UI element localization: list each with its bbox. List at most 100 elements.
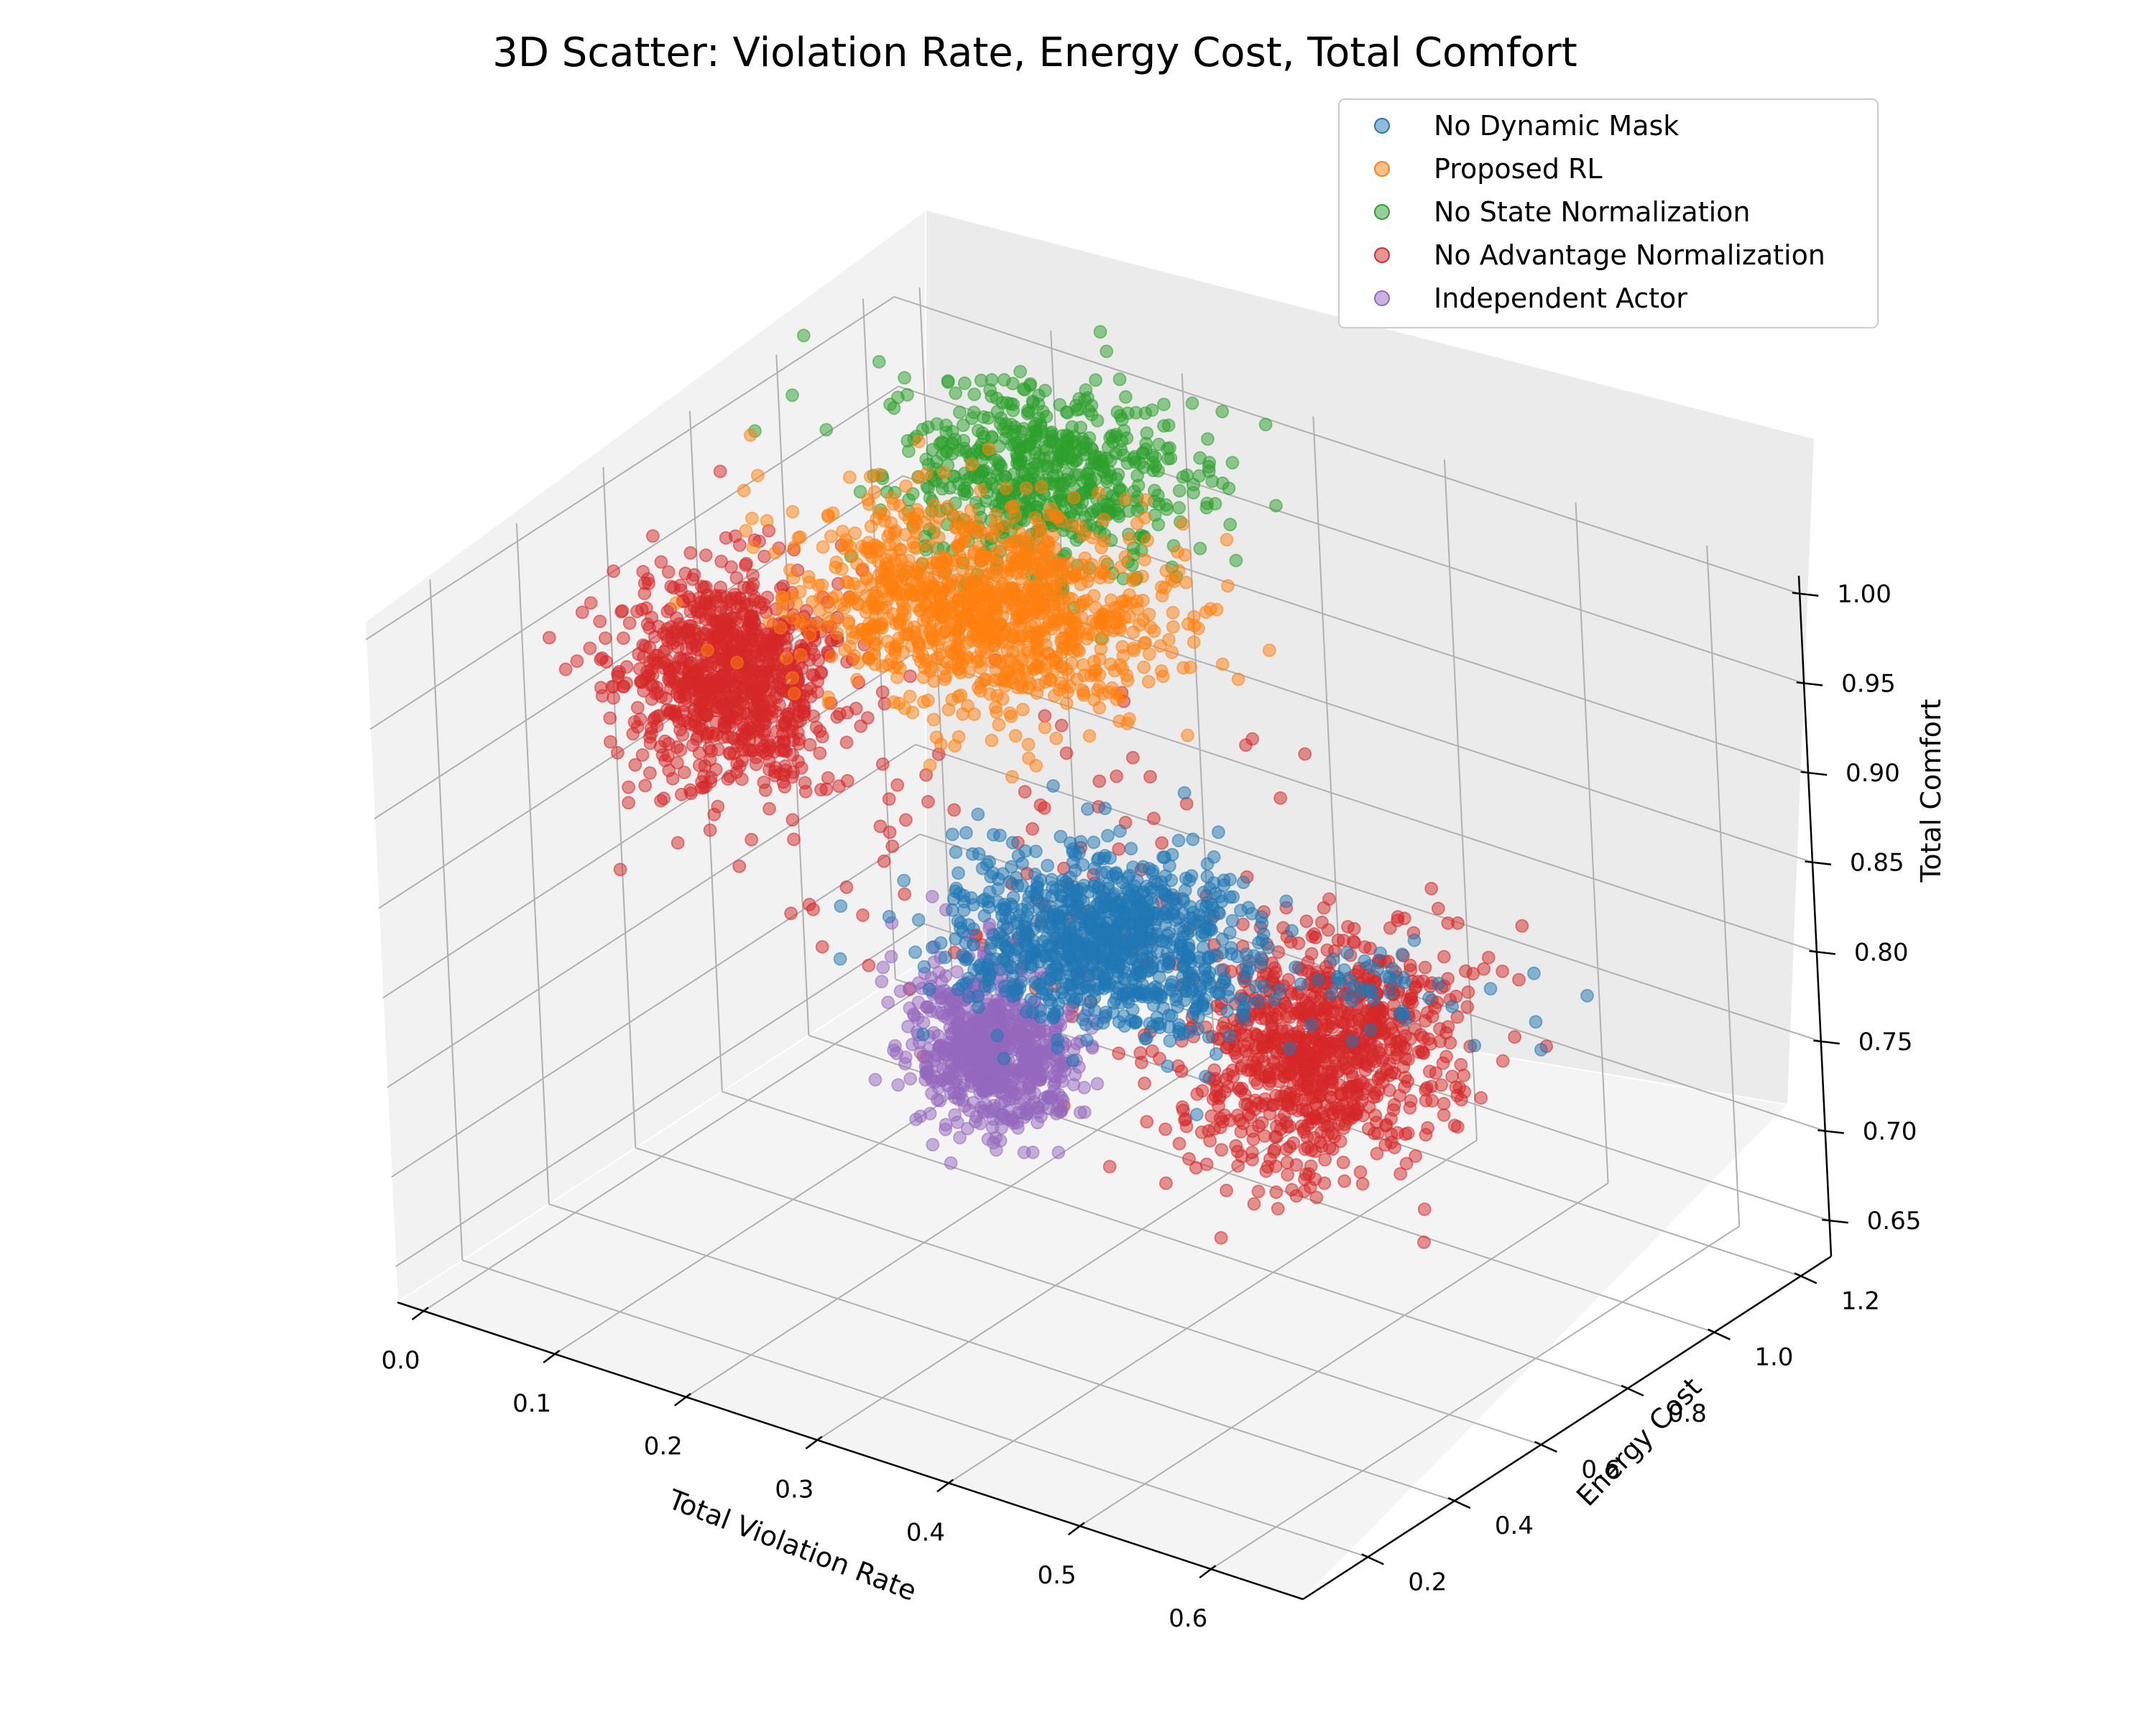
data-point	[974, 373, 988, 387]
data-point	[753, 733, 768, 748]
data-point	[610, 746, 625, 760]
data-point	[833, 707, 847, 721]
data-point	[887, 401, 901, 415]
data-point	[1059, 746, 1074, 760]
data-point	[594, 681, 608, 695]
data-point	[684, 656, 699, 670]
data-point	[757, 648, 772, 663]
chart-title: 3D Scatter: Violation Rate, Energy Cost,…	[492, 29, 1577, 76]
data-point	[1203, 1133, 1217, 1148]
data-point	[1019, 481, 1033, 495]
data-point	[813, 746, 827, 760]
data-point	[1140, 426, 1154, 440]
data-point	[711, 742, 725, 757]
data-point	[987, 650, 1002, 664]
data-point	[987, 579, 1002, 594]
data-point	[1247, 1197, 1261, 1211]
data-point	[1038, 1038, 1052, 1052]
data-point	[1057, 631, 1072, 645]
data-point	[713, 464, 727, 479]
data-point	[796, 328, 811, 343]
data-point	[1318, 1153, 1332, 1167]
data-point	[1404, 1094, 1418, 1108]
data-point	[1135, 569, 1149, 584]
data-point	[952, 730, 966, 744]
grid-line	[635, 1147, 1542, 1445]
data-point	[749, 758, 763, 771]
grid-line	[382, 654, 912, 999]
data-point	[932, 632, 946, 647]
data-point	[840, 594, 854, 608]
data-point	[971, 681, 985, 695]
data-point	[1441, 1020, 1455, 1034]
data-point	[1085, 530, 1100, 545]
data-point	[1042, 1090, 1056, 1105]
data-point	[645, 529, 660, 543]
data-point	[949, 386, 962, 400]
data-point	[1355, 1177, 1370, 1191]
data-point	[842, 470, 857, 484]
data-point	[977, 569, 991, 583]
data-point	[725, 626, 740, 640]
data-point	[746, 540, 760, 554]
data-point	[824, 529, 838, 543]
data-point	[1195, 1084, 1210, 1098]
data-point	[700, 684, 714, 698]
data-point	[990, 462, 1005, 476]
data-point	[1303, 1111, 1317, 1126]
data-point	[1111, 467, 1125, 482]
data-point	[1003, 706, 1017, 720]
grid-line	[602, 466, 637, 1149]
data-point	[1126, 625, 1141, 639]
data-point	[1279, 894, 1294, 908]
data-point	[1203, 602, 1217, 616]
data-point	[1054, 514, 1068, 528]
data-point	[1037, 441, 1051, 454]
data-point	[999, 481, 1013, 495]
data-point	[1070, 631, 1084, 645]
data-point	[1187, 635, 1201, 649]
data-point	[1033, 798, 1048, 812]
data-point	[1047, 580, 1061, 594]
data-point	[1112, 1046, 1125, 1060]
data-point	[1118, 550, 1133, 564]
data-point	[1028, 511, 1042, 525]
data-point	[1130, 516, 1144, 530]
data-point	[1139, 442, 1153, 456]
data-point	[913, 1109, 928, 1123]
data-point	[701, 643, 714, 658]
data-point	[603, 735, 617, 749]
data-point	[903, 669, 917, 684]
data-point	[1038, 709, 1052, 723]
data-point	[1215, 1143, 1228, 1157]
data-point	[745, 511, 759, 525]
grid-line	[1210, 1225, 1740, 1570]
data-point	[1181, 728, 1194, 742]
data-point	[898, 507, 912, 521]
data-point	[911, 913, 926, 927]
data-point	[925, 890, 939, 903]
data-point	[1005, 551, 1020, 565]
data-point	[813, 724, 827, 738]
data-point	[924, 1004, 938, 1018]
data-point	[1454, 1092, 1468, 1107]
data-point	[650, 681, 664, 694]
data-point	[806, 709, 821, 723]
data-point	[1007, 1007, 1021, 1021]
data-point	[1112, 372, 1127, 387]
data-point	[868, 1072, 883, 1087]
data-point	[1059, 696, 1074, 710]
data-point	[1373, 946, 1388, 960]
data-point	[921, 538, 936, 552]
data-point	[660, 633, 675, 648]
data-point	[919, 466, 934, 481]
data-point	[607, 691, 620, 705]
data-point	[992, 717, 1006, 732]
data-point	[787, 832, 801, 847]
data-point	[627, 715, 642, 729]
data-point	[735, 743, 750, 758]
data-point	[1391, 1126, 1404, 1140]
data-point	[1496, 965, 1510, 978]
data-point	[1215, 476, 1230, 490]
data-point	[648, 630, 662, 644]
